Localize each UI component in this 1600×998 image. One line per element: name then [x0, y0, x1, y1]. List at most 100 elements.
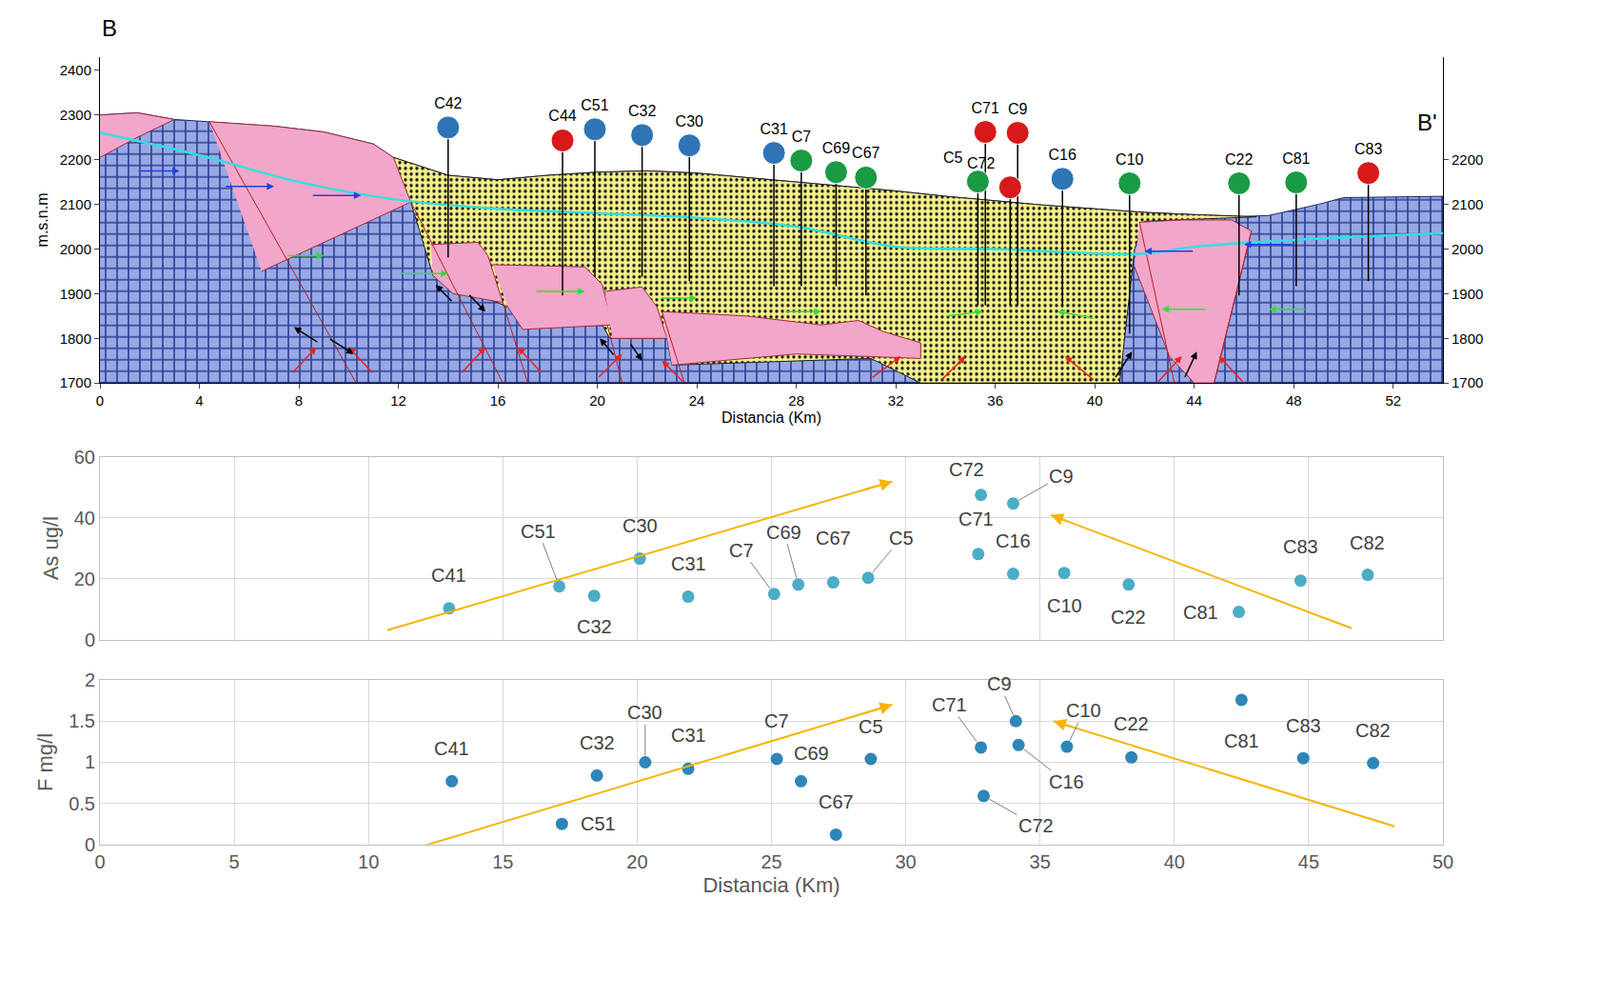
svg-text:Distancia (Km): Distancia (Km): [702, 872, 840, 897]
svg-text:1900: 1900: [59, 285, 92, 302]
svg-text:C67: C67: [851, 144, 880, 161]
svg-text:1900: 1900: [1451, 285, 1483, 302]
svg-text:C81: C81: [1282, 150, 1310, 167]
svg-text:40: 40: [74, 507, 96, 529]
svg-text:0: 0: [84, 629, 96, 651]
svg-text:C83: C83: [1285, 714, 1322, 736]
svg-text:C41: C41: [431, 564, 467, 586]
svg-text:2100: 2100: [1451, 196, 1483, 213]
svg-text:C71: C71: [971, 99, 1000, 117]
svg-text:C30: C30: [622, 514, 658, 536]
svg-text:52: 52: [1384, 392, 1402, 409]
svg-text:C83: C83: [1283, 535, 1319, 557]
svg-text:C5: C5: [858, 715, 884, 737]
svg-text:C51: C51: [520, 520, 556, 542]
svg-text:1700: 1700: [59, 374, 92, 391]
svg-text:C72: C72: [948, 458, 985, 480]
svg-text:0: 0: [96, 392, 104, 409]
svg-text:50: 50: [1432, 850, 1454, 872]
svg-text:C81: C81: [1183, 601, 1219, 623]
svg-text:C69: C69: [766, 521, 802, 543]
svg-text:40: 40: [1086, 392, 1104, 409]
svg-text:4: 4: [195, 392, 203, 409]
svg-text:C72: C72: [967, 155, 995, 172]
svg-text:32: 32: [888, 392, 905, 409]
svg-text:C9: C9: [1007, 100, 1028, 118]
svg-text:24: 24: [689, 392, 706, 409]
svg-text:C7: C7: [791, 128, 812, 145]
svg-text:12: 12: [390, 392, 407, 409]
svg-text:35: 35: [1029, 850, 1051, 872]
svg-text:2000: 2000: [59, 240, 92, 257]
svg-text:1: 1: [84, 750, 96, 772]
svg-text:C31: C31: [671, 724, 707, 746]
svg-text:C32: C32: [579, 731, 615, 753]
svg-text:1700: 1700: [1451, 374, 1483, 391]
svg-text:C51: C51: [580, 97, 609, 114]
svg-text:C82: C82: [1349, 532, 1385, 554]
svg-text:30: 30: [894, 850, 916, 872]
svg-text:20: 20: [589, 392, 606, 409]
svg-text:0: 0: [94, 850, 105, 872]
svg-text:C69: C69: [793, 742, 830, 764]
svg-text:C22: C22: [1110, 606, 1146, 628]
svg-text:As ug/l: As ug/l: [39, 515, 63, 580]
svg-text:C16: C16: [1048, 146, 1077, 163]
svg-text:8: 8: [295, 392, 303, 409]
svg-text:15: 15: [492, 850, 514, 872]
svg-text:40: 40: [1164, 850, 1186, 872]
svg-text:C30: C30: [627, 701, 663, 723]
svg-text:C72: C72: [1018, 814, 1054, 836]
svg-text:C10: C10: [1046, 594, 1083, 616]
svg-text:C71: C71: [931, 693, 968, 715]
svg-text:20: 20: [626, 850, 648, 872]
svg-text:1800: 1800: [59, 330, 92, 347]
svg-text:1.5: 1.5: [68, 710, 96, 731]
svg-text:C42: C42: [434, 95, 462, 112]
svg-text:0: 0: [84, 833, 96, 855]
svg-text:36: 36: [987, 392, 1004, 409]
svg-text:45: 45: [1298, 850, 1320, 872]
svg-text:C32: C32: [576, 615, 613, 637]
svg-text:2400: 2400: [59, 61, 92, 79]
svg-text:C10: C10: [1115, 151, 1144, 168]
svg-text:C51: C51: [580, 812, 616, 834]
svg-text:C69: C69: [822, 139, 850, 157]
svg-text:C9: C9: [1048, 465, 1074, 487]
svg-text:C67: C67: [815, 527, 851, 549]
svg-text:C81: C81: [1224, 730, 1260, 751]
svg-text:1800: 1800: [1451, 330, 1483, 347]
svg-text:C16: C16: [995, 530, 1031, 552]
svg-text:C16: C16: [1048, 770, 1085, 792]
svg-text:10: 10: [357, 850, 379, 872]
svg-text:C5: C5: [943, 149, 964, 166]
svg-text:C22: C22: [1224, 151, 1253, 168]
svg-text:C41: C41: [434, 737, 470, 759]
svg-text:B': B': [1417, 109, 1438, 136]
svg-text:C31: C31: [671, 553, 707, 574]
svg-text:m.s.n.m: m.s.n.m: [34, 193, 51, 248]
svg-text:C82: C82: [1355, 719, 1391, 741]
svg-text:F mg/l: F mg/l: [33, 732, 58, 791]
svg-text:25: 25: [760, 850, 782, 872]
svg-text:C31: C31: [759, 120, 788, 138]
svg-text:C44: C44: [548, 107, 576, 124]
svg-text:28: 28: [788, 392, 805, 409]
svg-text:C67: C67: [818, 790, 854, 812]
svg-text:C10: C10: [1066, 699, 1102, 721]
svg-text:C7: C7: [729, 539, 754, 561]
svg-text:2000: 2000: [1451, 240, 1483, 257]
svg-text:2100: 2100: [59, 196, 92, 213]
svg-text:C9: C9: [987, 672, 1012, 694]
svg-text:C22: C22: [1113, 712, 1149, 734]
svg-text:5: 5: [229, 850, 240, 872]
svg-text:C71: C71: [958, 508, 994, 530]
svg-text:Distancia (Km): Distancia (Km): [721, 409, 822, 426]
svg-text:C83: C83: [1354, 140, 1383, 158]
svg-text:C32: C32: [628, 102, 656, 119]
svg-text:C7: C7: [764, 710, 790, 731]
svg-text:2200: 2200: [1451, 151, 1483, 168]
svg-text:60: 60: [74, 446, 96, 468]
svg-text:16: 16: [490, 392, 507, 409]
svg-text:C5: C5: [888, 527, 914, 549]
